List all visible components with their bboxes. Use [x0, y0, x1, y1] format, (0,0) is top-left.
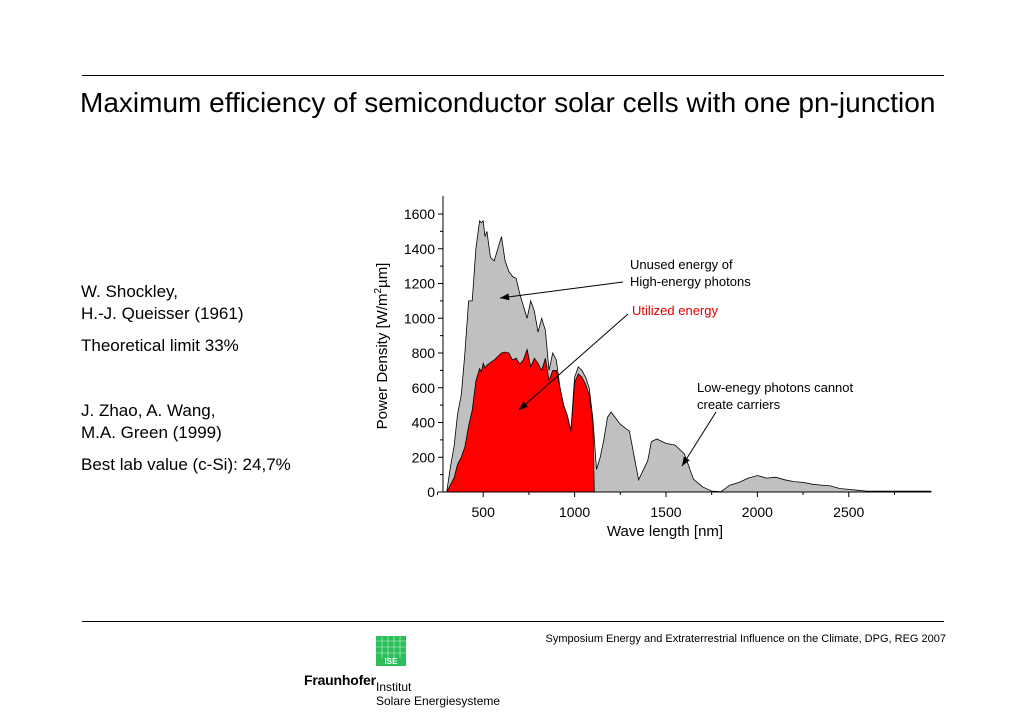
logo-mark-label: ISE	[385, 657, 399, 666]
logo-institute-line2: Solare Energiesysteme	[376, 694, 501, 708]
y-axis-label-main: Power Density [W/m	[374, 294, 391, 430]
y-tick-label: 1200	[404, 276, 435, 292]
reference-shockley-line2: H.-J. Queisser (1961)	[81, 304, 244, 323]
logo-name: Fraunhofer	[304, 672, 376, 688]
reference-zhao-line2: M.A. Green (1999)	[81, 423, 222, 442]
annotation-unused-line2: High-energy photons	[630, 274, 751, 289]
bottom-divider	[82, 621, 944, 622]
annotation-unused-line1: Unused energy of	[630, 257, 733, 272]
y-tick-label: 1400	[404, 241, 435, 257]
arrow-unused-head	[500, 293, 510, 301]
y-axis-label: Power Density [W/m2µm]	[373, 263, 391, 430]
x-tick-label: 2000	[742, 504, 773, 520]
x-axis-label: Wave length [nm]	[607, 523, 723, 540]
top-divider	[82, 75, 944, 76]
series-utilized-area	[446, 348, 595, 493]
reference-zhao: J. Zhao, A. Wang, M.A. Green (1999)	[81, 400, 222, 444]
y-axis-label-sup: 2	[373, 288, 384, 294]
reference-shockley: W. Shockley, H.-J. Queisser (1961)	[81, 281, 244, 325]
arrow-utilized	[518, 313, 629, 411]
annotation-layer: Unused energy of High-energy photons Utili…	[499, 257, 854, 467]
annotation-utilized: Utilized energy	[632, 303, 718, 318]
fraunhofer-ise-grid-icon: ISE	[376, 636, 406, 666]
arrow-lowenergy	[681, 411, 717, 467]
y-tick-label: 600	[412, 380, 436, 396]
logo-institute-line1: Institut	[376, 680, 412, 694]
y-tick-label: 400	[412, 415, 436, 431]
reference-zhao-line1: J. Zhao, A. Wang,	[81, 401, 216, 420]
annotation-lowenergy-line1: Low-enegy photons cannot	[697, 380, 854, 395]
footer-text: Symposium Energy and Extraterrestrial In…	[545, 633, 946, 645]
reference-shockley-line1: W. Shockley,	[81, 282, 178, 301]
arrow-utilized-head	[519, 401, 529, 410]
slide-title: Maximum efficiency of semiconductor sola…	[80, 87, 936, 118]
x-tick-label: 500	[472, 504, 496, 520]
theoretical-limit-text: Theoretical limit 33%	[81, 336, 239, 355]
x-tick-label: 2500	[833, 504, 864, 520]
lab-value-text: Best lab value (c-Si): 24,7%	[81, 455, 291, 474]
axis-layer: 0 200 400 600 800 1000 1200 1400 1600 500 1000 1500…	[373, 196, 931, 540]
y-tick-label: 200	[412, 449, 436, 465]
y-tick-label: 1000	[404, 310, 435, 326]
y-tick-label: 0	[427, 484, 435, 500]
arrow-lowenergy-head	[682, 456, 690, 466]
y-axis-label-end: µm]	[374, 263, 391, 288]
x-tick-label: 1500	[650, 504, 681, 520]
y-tick-label: 800	[412, 345, 436, 361]
arrow-unused	[499, 281, 624, 299]
x-tick-label: 1000	[559, 504, 590, 520]
annotation-lowenergy-line2: create carriers	[697, 397, 781, 412]
series-layer	[446, 220, 932, 493]
y-tick-label: 1600	[404, 206, 435, 222]
